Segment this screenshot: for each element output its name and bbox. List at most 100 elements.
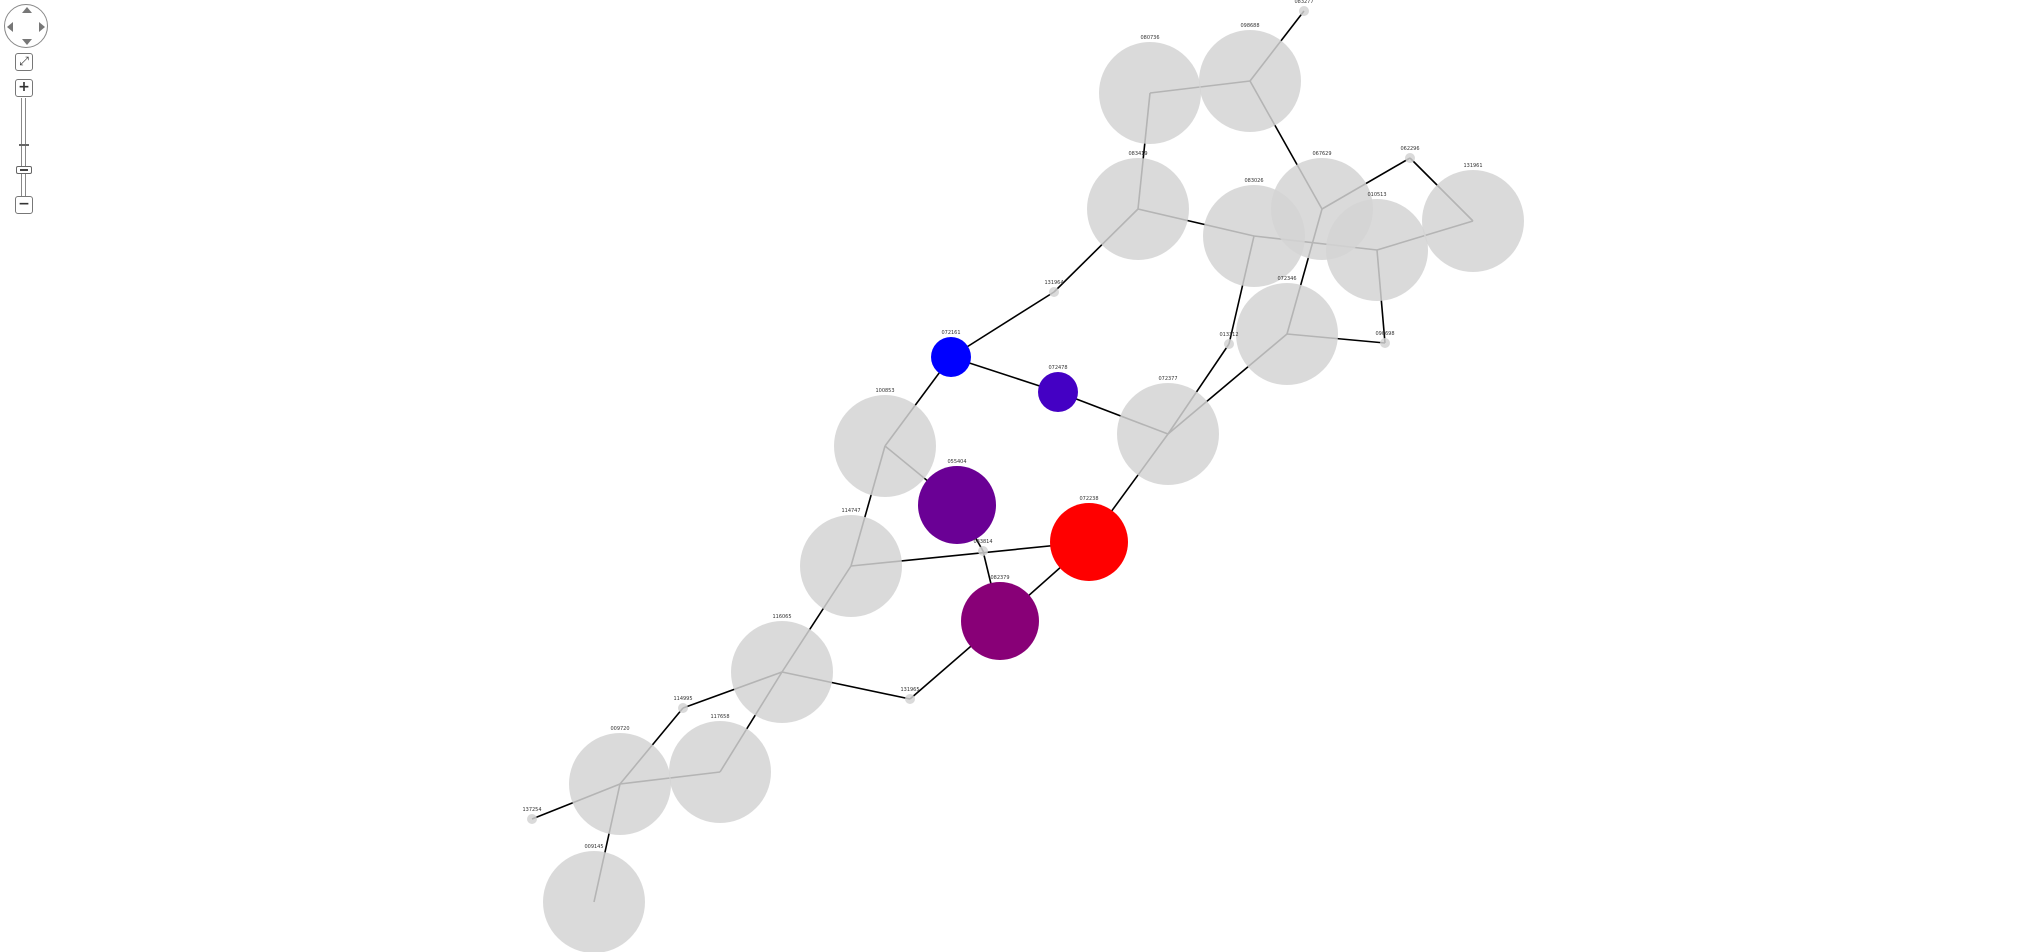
graph-node[interactable]: 131961 bbox=[1422, 163, 1524, 272]
graph-node[interactable]: 072346 bbox=[1236, 276, 1338, 385]
graph-node[interactable]: 072478 bbox=[1038, 365, 1078, 412]
graph-node[interactable]: 131965 bbox=[900, 687, 920, 704]
node-label: 072238 bbox=[1079, 496, 1098, 502]
node-circle-072478[interactable] bbox=[1038, 372, 1078, 412]
node-label: 131961 bbox=[1463, 163, 1482, 169]
graph-node[interactable]: 083277 bbox=[1294, 0, 1314, 16]
pan-left-arrow-icon[interactable] bbox=[7, 22, 13, 32]
graph-node[interactable]: 090698 bbox=[1375, 331, 1395, 348]
expand-arrows-icon: ⤢ bbox=[19, 54, 29, 68]
graph-node[interactable]: 083814 bbox=[973, 539, 993, 556]
graph-node[interactable]: 062296 bbox=[1400, 146, 1420, 163]
node-circle-009720[interactable] bbox=[569, 733, 671, 835]
pan-right-arrow-icon[interactable] bbox=[39, 22, 45, 32]
graph-node[interactable]: 131964 bbox=[1044, 280, 1064, 297]
graph-node[interactable]: 117658 bbox=[669, 714, 771, 823]
node-label: 010513 bbox=[1367, 192, 1386, 198]
node-circle-072161[interactable] bbox=[931, 337, 971, 377]
graph-node[interactable]: 009145 bbox=[543, 844, 645, 952]
pan-down-arrow-icon[interactable] bbox=[22, 39, 32, 45]
node-label: 137254 bbox=[522, 807, 541, 813]
node-label: 055404 bbox=[947, 459, 966, 465]
node-label: 083277 bbox=[1294, 0, 1313, 5]
node-circle-083277[interactable] bbox=[1299, 6, 1309, 16]
node-circle-131964[interactable] bbox=[1049, 287, 1059, 297]
zoom-slider-tick bbox=[19, 144, 29, 146]
node-label: 072346 bbox=[1277, 276, 1296, 282]
node-circle-083419[interactable] bbox=[1087, 158, 1189, 260]
node-label: 083814 bbox=[973, 539, 992, 545]
graph-node[interactable]: 100853 bbox=[834, 388, 936, 497]
zoom-in-button[interactable]: + bbox=[15, 79, 33, 97]
graph-node[interactable]: 009720 bbox=[569, 726, 671, 835]
node-label: 072478 bbox=[1048, 365, 1067, 371]
node-label: 072377 bbox=[1158, 376, 1177, 382]
node-circle-072377[interactable] bbox=[1117, 383, 1219, 485]
node-circle-055404[interactable] bbox=[918, 466, 996, 544]
node-label: 083026 bbox=[1244, 178, 1263, 184]
graph-node[interactable]: 083419 bbox=[1087, 151, 1189, 260]
node-circle-100853[interactable] bbox=[834, 395, 936, 497]
node-circle-083814[interactable] bbox=[978, 546, 988, 556]
graph-node[interactable]: 010513 bbox=[1326, 192, 1428, 301]
node-label: 062296 bbox=[1400, 146, 1419, 152]
node-circle-131961[interactable] bbox=[1422, 170, 1524, 272]
node-circle-062296[interactable] bbox=[1405, 153, 1415, 163]
node-circle-072238[interactable] bbox=[1050, 503, 1128, 581]
node-circle-131965[interactable] bbox=[905, 694, 915, 704]
node-circle-009145[interactable] bbox=[543, 851, 645, 952]
node-label: 131965 bbox=[900, 687, 919, 693]
node-circle-013312[interactable] bbox=[1224, 339, 1234, 349]
node-label: 009145 bbox=[584, 844, 603, 850]
node-label: 114747 bbox=[841, 508, 860, 514]
node-label: 098688 bbox=[1240, 23, 1259, 29]
node-layer: 083277 098688 080736 083419 083026 067629 0622… bbox=[522, 0, 1524, 952]
node-circle-137254[interactable] bbox=[527, 814, 537, 824]
node-circle-090698[interactable] bbox=[1380, 338, 1390, 348]
graph-node[interactable]: 114747 bbox=[800, 508, 902, 617]
zoom-slider-track[interactable] bbox=[21, 98, 26, 196]
zoom-slider-handle[interactable] bbox=[16, 166, 32, 174]
graph-node[interactable]: 072161 bbox=[931, 330, 971, 377]
graph-node[interactable]: 116065 bbox=[731, 614, 833, 723]
node-circle-080736[interactable] bbox=[1099, 42, 1201, 144]
zoom-out-button[interactable]: − bbox=[15, 196, 33, 214]
graph-node[interactable]: 114995 bbox=[673, 696, 693, 713]
node-circle-082379[interactable] bbox=[961, 582, 1039, 660]
node-circle-114995[interactable] bbox=[678, 703, 688, 713]
graph-node[interactable]: 137254 bbox=[522, 807, 542, 824]
graph-node[interactable]: 082379 bbox=[961, 575, 1039, 660]
node-circle-010513[interactable] bbox=[1326, 199, 1428, 301]
graph-node[interactable]: 055404 bbox=[918, 459, 996, 544]
node-label: 009720 bbox=[610, 726, 629, 732]
graph-node[interactable]: 013312 bbox=[1219, 332, 1239, 349]
node-label: 090698 bbox=[1375, 331, 1394, 337]
graph-node[interactable]: 098688 bbox=[1199, 23, 1301, 132]
node-label: 067629 bbox=[1312, 151, 1331, 157]
graph-node[interactable]: 080736 bbox=[1099, 35, 1201, 144]
graph-node[interactable]: 072238 bbox=[1050, 496, 1128, 581]
graph-node[interactable]: 072377 bbox=[1117, 376, 1219, 485]
node-label: 080736 bbox=[1140, 35, 1159, 41]
edge-131964-072161 bbox=[950, 291, 1055, 358]
node-circle-098688[interactable] bbox=[1199, 30, 1301, 132]
node-label: 114995 bbox=[673, 696, 692, 702]
node-circle-116065[interactable] bbox=[731, 621, 833, 723]
node-label: 131964 bbox=[1044, 280, 1063, 286]
pan-navigation-control[interactable] bbox=[4, 4, 48, 48]
node-label: 117658 bbox=[710, 714, 729, 720]
node-label: 083419 bbox=[1128, 151, 1147, 157]
node-label: 013312 bbox=[1219, 332, 1238, 338]
node-circle-117658[interactable] bbox=[669, 721, 771, 823]
node-label: 082379 bbox=[990, 575, 1009, 581]
plus-icon: + bbox=[18, 79, 30, 95]
node-label: 100853 bbox=[875, 388, 894, 394]
node-label: 072161 bbox=[941, 330, 960, 336]
minus-icon: − bbox=[18, 196, 30, 212]
node-circle-114747[interactable] bbox=[800, 515, 902, 617]
node-circle-072346[interactable] bbox=[1236, 283, 1338, 385]
fit-to-screen-button[interactable]: ⤢ bbox=[15, 53, 33, 71]
node-label: 116065 bbox=[772, 614, 791, 620]
pan-up-arrow-icon[interactable] bbox=[22, 7, 32, 13]
